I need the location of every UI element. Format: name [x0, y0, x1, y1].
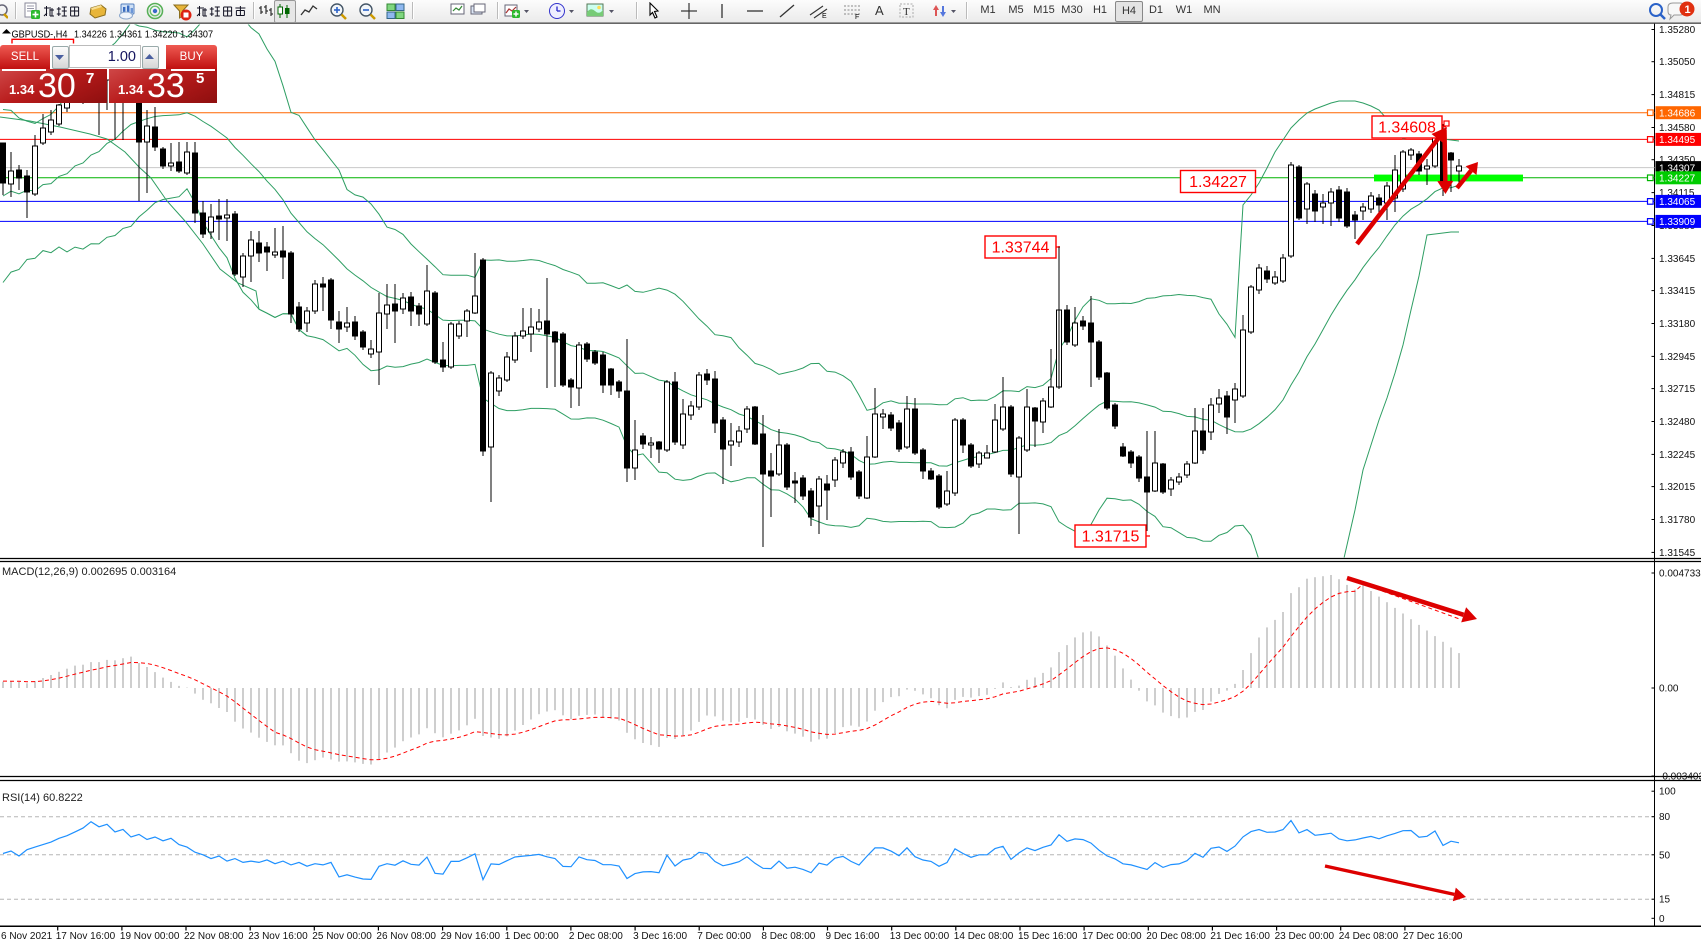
- svg-text:2 Dec 08:00: 2 Dec 08:00: [569, 931, 623, 942]
- svg-text:0: 0: [1659, 914, 1665, 925]
- svg-text:1.31780: 1.31780: [1659, 515, 1696, 526]
- svg-text:1.34065: 1.34065: [1659, 197, 1696, 208]
- svg-text:24 Dec 08:00: 24 Dec 08:00: [1339, 931, 1399, 942]
- svg-text:1.32715: 1.32715: [1659, 384, 1696, 395]
- svg-text:1.34686: 1.34686: [1659, 109, 1696, 120]
- svg-text:1.31545: 1.31545: [1659, 548, 1696, 559]
- svg-text:1.33744: 1.33744: [992, 240, 1050, 257]
- svg-text:1.33180: 1.33180: [1659, 319, 1696, 330]
- svg-text:22 Nov 08:00: 22 Nov 08:00: [184, 931, 244, 942]
- svg-text:27 Dec 16:00: 27 Dec 16:00: [1403, 931, 1463, 942]
- svg-text:50: 50: [1659, 850, 1671, 861]
- svg-text:15: 15: [1659, 895, 1671, 906]
- svg-text:1.34580: 1.34580: [1659, 123, 1696, 134]
- svg-text:20 Dec 08:00: 20 Dec 08:00: [1146, 931, 1206, 942]
- svg-text:21 Dec 16:00: 21 Dec 16:00: [1210, 931, 1270, 942]
- svg-text:MACD(12,26,9) 0.002695 0.00316: MACD(12,26,9) 0.002695 0.003164: [2, 566, 176, 578]
- svg-text:0.00: 0.00: [1659, 684, 1679, 695]
- svg-text:14 Dec 08:00: 14 Dec 08:00: [954, 931, 1014, 942]
- svg-text:RSI(14) 60.8222: RSI(14) 60.8222: [2, 792, 83, 804]
- svg-text:6 Nov 2021: 6 Nov 2021: [1, 931, 53, 942]
- svg-text:1.35280: 1.35280: [1659, 25, 1696, 36]
- svg-text:1.34226 1.34361 1.34220 1.3430: 1.34226 1.34361 1.34220 1.34307: [74, 29, 213, 41]
- svg-text:1: 1: [1685, 4, 1691, 16]
- svg-text:-0.003403: -0.003403: [1659, 772, 1701, 783]
- svg-text:1.34115: 1.34115: [1659, 188, 1695, 199]
- svg-text:9 Dec 16:00: 9 Dec 16:00: [826, 931, 880, 942]
- svg-text:F: F: [855, 14, 859, 19]
- svg-text:29 Nov 16:00: 29 Nov 16:00: [441, 931, 501, 942]
- svg-text:0.004733: 0.004733: [1659, 569, 1701, 580]
- svg-text:1.34350: 1.34350: [1659, 155, 1696, 166]
- svg-text:1.34495: 1.34495: [1659, 135, 1696, 146]
- svg-text:7 Dec 00:00: 7 Dec 00:00: [697, 931, 751, 942]
- svg-text:23 Dec 00:00: 23 Dec 00:00: [1275, 931, 1335, 942]
- svg-text:3 Dec 16:00: 3 Dec 16:00: [633, 931, 687, 942]
- svg-text:19 Nov 00:00: 19 Nov 00:00: [120, 931, 180, 942]
- svg-text:1.33909: 1.33909: [1659, 217, 1696, 228]
- svg-text:80: 80: [1659, 812, 1671, 823]
- svg-text:1 Dec 00:00: 1 Dec 00:00: [505, 931, 559, 942]
- svg-text:E: E: [822, 13, 827, 19]
- svg-text:1.35050: 1.35050: [1659, 57, 1696, 68]
- svg-text:1.34227: 1.34227: [1659, 174, 1696, 185]
- svg-text:1.32245: 1.32245: [1659, 450, 1696, 461]
- svg-text:17 Dec 00:00: 17 Dec 00:00: [1082, 931, 1142, 942]
- svg-text:13 Dec 00:00: 13 Dec 00:00: [890, 931, 950, 942]
- svg-text:T: T: [903, 6, 910, 18]
- svg-text:1.34608: 1.34608: [1378, 120, 1436, 137]
- svg-text:GBPUSD-,H4: GBPUSD-,H4: [12, 29, 68, 41]
- svg-text:8 Dec 08:00: 8 Dec 08:00: [761, 931, 815, 942]
- svg-text:1.32945: 1.32945: [1659, 352, 1696, 363]
- svg-text:1.31715: 1.31715: [1082, 529, 1140, 546]
- svg-text:1.33645: 1.33645: [1659, 254, 1696, 265]
- svg-text:1.34227: 1.34227: [1189, 174, 1247, 191]
- svg-text:17 Nov 16:00: 17 Nov 16:00: [56, 931, 116, 942]
- svg-text:1.33415: 1.33415: [1659, 286, 1696, 297]
- svg-text:23 Nov 16:00: 23 Nov 16:00: [248, 931, 308, 942]
- svg-text:25 Nov 00:00: 25 Nov 00:00: [312, 931, 372, 942]
- svg-text:1.32480: 1.32480: [1659, 417, 1696, 428]
- svg-text:100: 100: [1659, 787, 1676, 798]
- svg-text:1.34815: 1.34815: [1659, 90, 1696, 101]
- svg-text:1.32015: 1.32015: [1659, 482, 1696, 493]
- svg-text:26 Nov 08:00: 26 Nov 08:00: [376, 931, 436, 942]
- svg-text:15 Dec 16:00: 15 Dec 16:00: [1018, 931, 1078, 942]
- svg-text:1.34307: 1.34307: [1659, 163, 1696, 174]
